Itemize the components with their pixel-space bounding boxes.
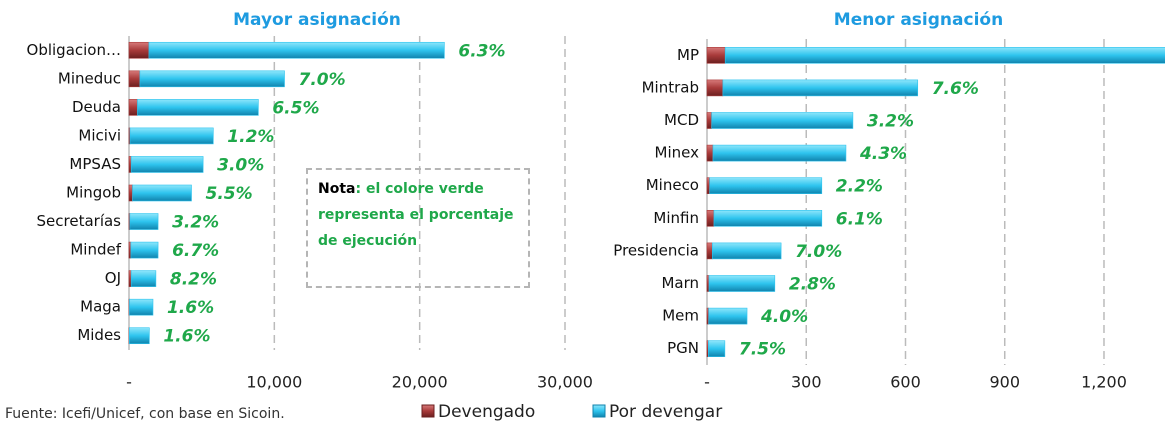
legend-swatch — [592, 404, 606, 418]
bar-segment — [706, 210, 715, 227]
execution-label: 3.2% — [867, 112, 914, 132]
bar-segment — [128, 99, 138, 116]
execution-label: 3.0% — [217, 155, 264, 175]
chart-title: Mayor asignación — [233, 10, 401, 30]
execution-label: 6.3% — [458, 41, 505, 61]
bar-segment — [128, 70, 141, 88]
y-tick-label: Minfin — [653, 209, 699, 227]
bar-segment — [709, 177, 823, 194]
bar-segment — [128, 270, 132, 287]
execution-label: 6.7% — [172, 241, 219, 261]
bar-segment — [708, 307, 748, 325]
y-tick-label: MCD — [664, 111, 699, 129]
execution-label: 6.1% — [836, 209, 883, 229]
bar-segment — [706, 144, 714, 162]
x-tick-label: 1,200 — [1081, 373, 1127, 392]
note-label: Nota — [318, 181, 356, 197]
bar-segment — [128, 327, 150, 345]
y-tick-label: MP — [677, 46, 699, 64]
execution-label: 1.6% — [167, 298, 214, 318]
bar-segment — [706, 242, 713, 260]
bar-segment — [713, 210, 823, 227]
bar-segment — [129, 127, 214, 145]
bar-segment — [712, 144, 847, 162]
bar-segment — [128, 184, 133, 202]
bar-segment — [130, 241, 159, 259]
x-tick-label: - — [126, 373, 132, 392]
y-tick-label: MPSAS — [69, 155, 121, 173]
x-tick-label: 600 — [890, 373, 921, 392]
bar-segment — [129, 298, 154, 316]
source: Fuente: Icefi/Unicef, con base en Sicoin… — [5, 406, 285, 422]
y-tick-label: Secretarías — [37, 212, 122, 230]
execution-label: 4.0% — [760, 307, 808, 327]
bar-segment — [130, 270, 157, 287]
bar-segment — [711, 112, 854, 129]
bar-segment — [132, 184, 192, 202]
x-tick-label: 300 — [791, 373, 822, 392]
y-tick-label: Marn — [661, 274, 699, 292]
y-tick-label: Mides — [77, 326, 121, 344]
execution-label: 5.5% — [205, 184, 252, 204]
bar-segment — [130, 156, 204, 173]
legend-label: Devengado — [438, 402, 535, 422]
bar-segment — [129, 213, 159, 230]
execution-label: 2.8% — [789, 275, 836, 295]
bar-segment — [706, 79, 724, 97]
bar-segment — [139, 70, 285, 88]
y-tick-label: Mineduc — [58, 69, 121, 87]
bar-segment — [724, 46, 1165, 64]
y-tick-label: OJ — [105, 269, 121, 287]
bar-segment — [711, 242, 782, 260]
y-tick-label: Obligacion… — [27, 41, 121, 59]
y-tick-label: PGN — [667, 339, 699, 357]
bar-segment — [706, 177, 710, 194]
execution-label: 7.5% — [739, 340, 786, 360]
legend-swatch — [421, 404, 435, 418]
bar-segment — [148, 41, 445, 59]
note-text: : el colore verde representa el porcenta… — [318, 181, 514, 249]
execution-label: 3.2% — [172, 213, 219, 233]
y-tick-label: Micivi — [78, 126, 121, 144]
note: Nota: el colore verde representa el porc… — [306, 168, 530, 288]
execution-label: 1.6% — [163, 327, 210, 347]
legend-label: Por devengar — [609, 402, 722, 422]
bar-segment — [706, 46, 726, 64]
execution-label: 1.2% — [227, 127, 274, 147]
x-tick-label: 20,000 — [392, 373, 448, 392]
bar-segment — [722, 79, 919, 97]
execution-label: 4.3% — [859, 144, 907, 164]
chart-title: Menor asignación — [834, 10, 1003, 30]
bar-segment — [128, 156, 132, 173]
y-tick-label: Mintrab — [642, 78, 699, 96]
execution-label: 7.6% — [932, 79, 979, 99]
execution-label: 8.2% — [170, 270, 217, 290]
x-tick-label: 30,000 — [537, 373, 593, 392]
execution-label: 2.2% — [836, 177, 883, 197]
y-tick-label: Deuda — [72, 98, 121, 116]
y-tick-label: Mem — [662, 307, 699, 325]
bar-segment — [128, 41, 150, 59]
y-tick-label: Presidencia — [613, 241, 699, 259]
y-tick-label: Mingob — [66, 184, 121, 202]
bar-segment — [708, 275, 776, 292]
y-tick-label: Maga — [80, 298, 121, 316]
execution-label: 7.0% — [795, 242, 842, 262]
y-tick-label: Minex — [655, 144, 700, 162]
y-tick-label: Mineco — [646, 176, 699, 194]
execution-label: 6.5% — [272, 98, 319, 118]
bar-segment — [708, 340, 726, 358]
x-tick-label: 10,000 — [246, 373, 302, 392]
y-tick-label: Mindef — [70, 241, 121, 259]
bar-segment — [137, 99, 259, 116]
execution-label: 7.0% — [299, 70, 346, 90]
x-tick-label: - — [704, 373, 710, 392]
bar-segment — [706, 112, 712, 129]
x-tick-label: 900 — [989, 373, 1020, 392]
